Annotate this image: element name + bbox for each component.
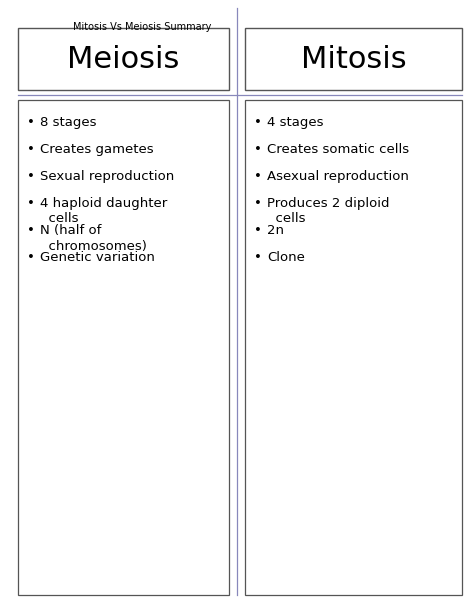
Text: 4 haploid daughter
  cells: 4 haploid daughter cells bbox=[40, 197, 167, 226]
Text: •: • bbox=[254, 197, 262, 210]
Text: Sexual reproduction: Sexual reproduction bbox=[40, 170, 174, 183]
Text: Creates somatic cells: Creates somatic cells bbox=[267, 143, 409, 156]
Text: •: • bbox=[254, 251, 262, 264]
Text: •: • bbox=[254, 224, 262, 237]
FancyBboxPatch shape bbox=[245, 28, 462, 90]
Text: 2n: 2n bbox=[267, 224, 284, 237]
Text: 8 stages: 8 stages bbox=[40, 116, 97, 129]
Text: N (half of
  chromosomes): N (half of chromosomes) bbox=[40, 224, 147, 253]
FancyBboxPatch shape bbox=[18, 100, 229, 595]
Text: •: • bbox=[254, 143, 262, 156]
FancyBboxPatch shape bbox=[245, 100, 462, 595]
Text: Mitosis Vs Meiosis Summary: Mitosis Vs Meiosis Summary bbox=[73, 22, 211, 32]
Text: •: • bbox=[27, 251, 35, 264]
Text: Mitosis: Mitosis bbox=[301, 45, 406, 74]
Text: •: • bbox=[254, 116, 262, 129]
Text: Clone: Clone bbox=[267, 251, 305, 264]
Text: •: • bbox=[27, 224, 35, 237]
Text: •: • bbox=[27, 116, 35, 129]
Text: Produces 2 diploid
  cells: Produces 2 diploid cells bbox=[267, 197, 390, 226]
Text: •: • bbox=[27, 197, 35, 210]
Text: •: • bbox=[27, 170, 35, 183]
Text: Asexual reproduction: Asexual reproduction bbox=[267, 170, 409, 183]
FancyBboxPatch shape bbox=[18, 28, 229, 90]
Text: •: • bbox=[254, 170, 262, 183]
Text: Meiosis: Meiosis bbox=[67, 45, 180, 74]
Text: Genetic variation: Genetic variation bbox=[40, 251, 155, 264]
Text: 4 stages: 4 stages bbox=[267, 116, 323, 129]
Text: •: • bbox=[27, 143, 35, 156]
Text: Creates gametes: Creates gametes bbox=[40, 143, 154, 156]
